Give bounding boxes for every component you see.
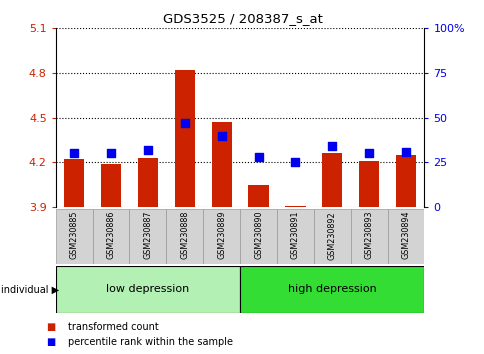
Point [70, 151, 78, 156]
Bar [350, 209, 387, 264]
Text: high depression: high depression [287, 284, 376, 295]
Bar [358, 161, 378, 207]
Bar [56, 266, 240, 313]
Point [107, 151, 115, 156]
Bar [313, 209, 350, 264]
Text: individual ▶: individual ▶ [1, 284, 59, 295]
Bar [137, 158, 158, 207]
Text: GSM230893: GSM230893 [364, 211, 373, 259]
Text: GSM230887: GSM230887 [143, 211, 152, 259]
Point [254, 154, 262, 160]
Bar [101, 164, 121, 207]
Bar [203, 209, 240, 264]
Point [364, 151, 372, 156]
Text: transformed count: transformed count [68, 322, 158, 332]
Bar [387, 209, 424, 264]
Text: GSM230891: GSM230891 [290, 211, 299, 259]
Bar [285, 206, 305, 207]
Text: GSM230894: GSM230894 [401, 211, 409, 259]
Text: GSM230889: GSM230889 [217, 211, 226, 259]
Point [181, 120, 188, 126]
Bar [240, 209, 276, 264]
Text: GSM230886: GSM230886 [106, 211, 115, 259]
Bar [64, 159, 84, 207]
Text: GDS3525 / 208387_s_at: GDS3525 / 208387_s_at [162, 12, 322, 25]
Point [291, 160, 299, 165]
Bar [395, 155, 415, 207]
Text: low depression: low depression [106, 284, 189, 295]
Bar [211, 122, 231, 207]
Text: ■: ■ [46, 322, 55, 332]
Point [217, 133, 225, 138]
Bar [240, 266, 424, 313]
Bar [276, 209, 313, 264]
Bar [321, 154, 342, 207]
Bar [129, 209, 166, 264]
Text: GSM230885: GSM230885 [70, 211, 78, 259]
Bar [92, 209, 129, 264]
Point [401, 149, 409, 154]
Point [328, 143, 335, 149]
Bar [248, 185, 268, 207]
Bar [56, 209, 92, 264]
Point [144, 147, 151, 153]
Text: GSM230892: GSM230892 [327, 211, 336, 259]
Text: GSM230888: GSM230888 [180, 211, 189, 259]
Bar [166, 209, 203, 264]
Text: GSM230890: GSM230890 [254, 211, 262, 259]
Text: percentile rank within the sample: percentile rank within the sample [68, 337, 232, 347]
Text: ■: ■ [46, 337, 55, 347]
Bar [174, 70, 195, 207]
